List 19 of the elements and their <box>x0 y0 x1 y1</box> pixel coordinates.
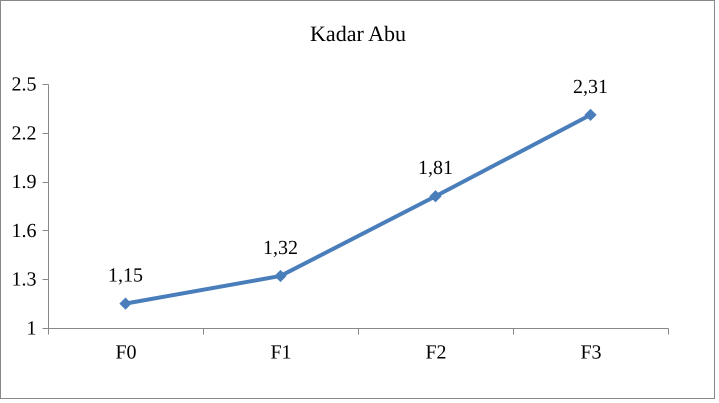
x-tick-label: F0 <box>115 342 137 364</box>
data-label: 1,81 <box>418 157 453 180</box>
y-tick-label: 2.2 <box>12 122 36 144</box>
y-tick-label: 1 <box>26 318 36 340</box>
y-tick-label: 1.3 <box>12 268 36 291</box>
y-tick-label: 1.9 <box>12 171 36 194</box>
data-label: 1,15 <box>108 264 143 287</box>
point <box>429 190 442 202</box>
x-tick-label: F3 <box>580 342 602 364</box>
point <box>119 297 132 310</box>
y-tick-label: 2.5 <box>12 74 36 96</box>
point <box>274 270 287 282</box>
x-tick-label: F2 <box>425 342 447 364</box>
data-label: 2,31 <box>573 76 608 98</box>
chart-title: Kadar Abu <box>310 21 406 46</box>
x-tick-label: F1 <box>270 342 292 364</box>
data-label: 1,32 <box>263 236 298 259</box>
point <box>584 108 597 122</box>
y-tick-label: 1.6 <box>12 220 36 242</box>
